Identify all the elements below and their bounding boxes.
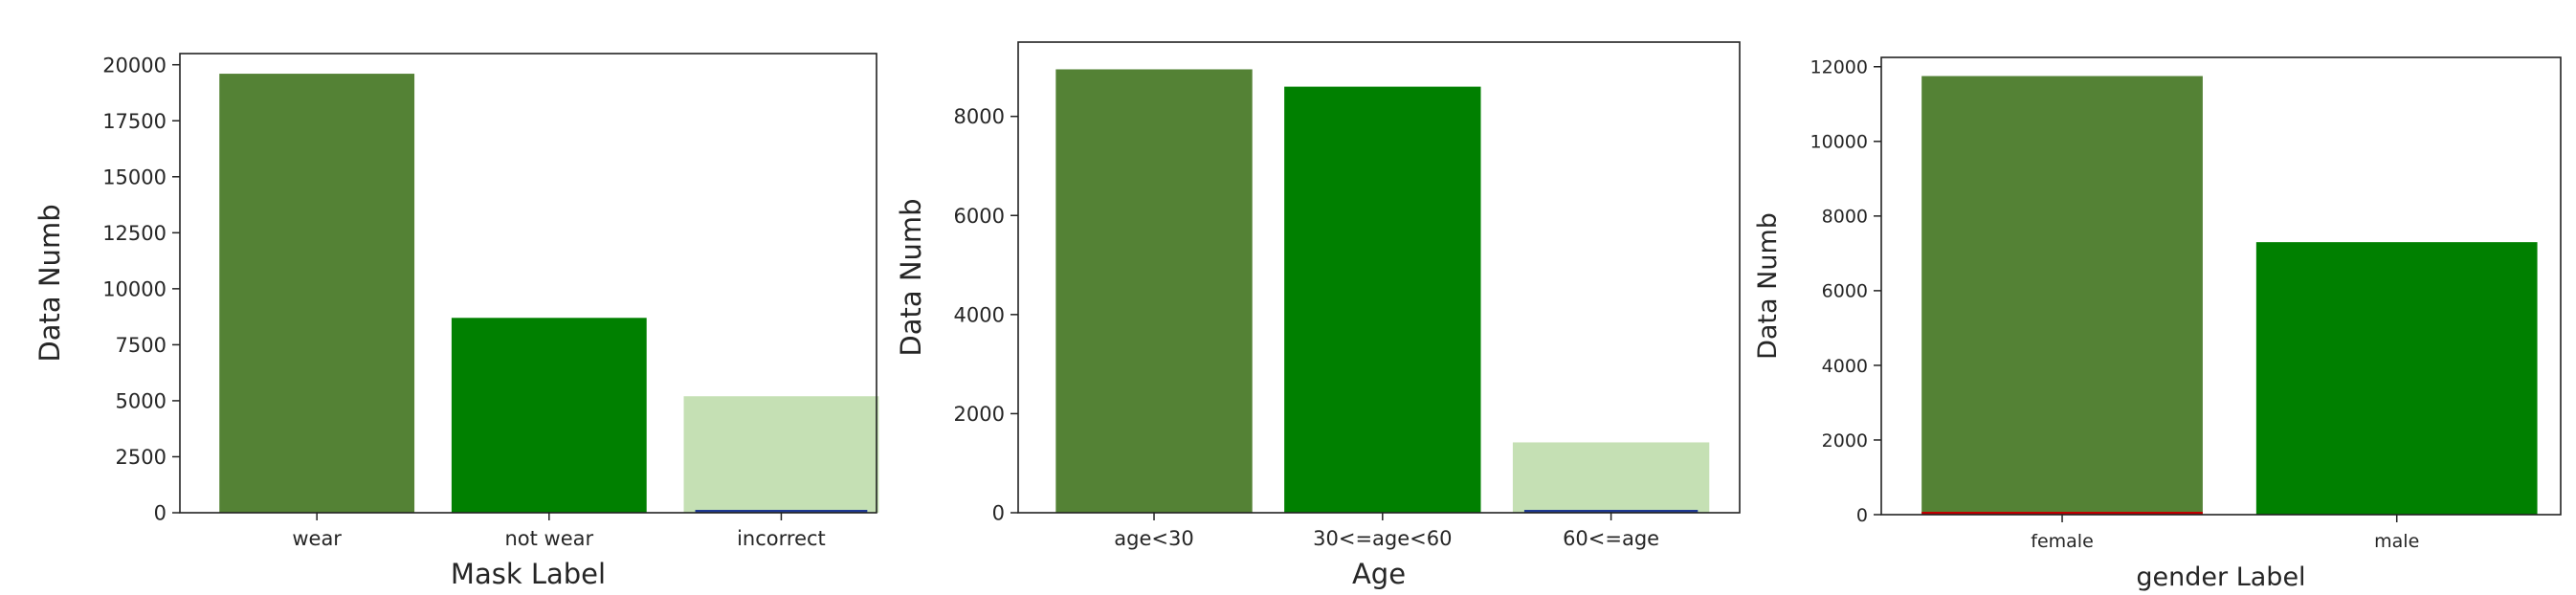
bar-female: [1921, 76, 2203, 516]
y-tick-label: 2000: [1822, 430, 1868, 452]
bar-age<30: [1055, 69, 1253, 514]
y-tick-label: 8000: [1822, 207, 1868, 228]
x-tick-label: age<30: [1114, 527, 1193, 550]
y-tick-label: 12000: [1810, 57, 1868, 78]
y-axis-label: Data Numb: [33, 204, 66, 362]
chart-2: 0 2000 4000 6000 8000 age<30 30<=age<60 60<=age…: [895, 41, 1741, 590]
y-tick-label: 15000: [102, 165, 167, 188]
y-tick-label: 0: [992, 502, 1005, 525]
chart-1: 0 2500 5000 7500 10000 12500 15000 17500 20000 we…: [33, 53, 879, 590]
bar-incorrect: [683, 396, 879, 513]
plot-frame: [1880, 56, 2562, 516]
y-tick-label: 2500: [116, 446, 167, 469]
x-tick-label: male: [2374, 531, 2419, 552]
x-axis-label: Age: [1352, 558, 1406, 590]
plot-frame: [179, 53, 877, 514]
y-tick-label: 6000: [954, 205, 1005, 228]
y-tick-label: 17500: [102, 110, 167, 133]
y-tick-label: 6000: [1822, 281, 1868, 302]
y-tick-label: 0: [1856, 505, 1868, 526]
chart-3: 0 2000 4000 6000 8000 10000 12000 female male gen…: [1753, 56, 2562, 592]
y-tick-label: 2000: [954, 403, 1005, 426]
x-tick-label: incorrect: [737, 527, 826, 550]
y-tick-label: 5000: [116, 389, 167, 412]
y-tick-label: 12500: [102, 222, 167, 245]
y-tick-label: 7500: [116, 334, 167, 357]
y-axis-label: Data Numb: [895, 198, 927, 356]
y-tick-label: 10000: [102, 277, 167, 300]
x-axis-label: gender Label: [2136, 562, 2305, 592]
y-tick-label: 4000: [954, 303, 1005, 326]
bar-30<=age<60: [1284, 86, 1481, 513]
bar-60<=age: [1512, 442, 1710, 513]
y-tick-label: 20000: [102, 54, 167, 77]
x-tick-label: not wear: [504, 527, 593, 550]
y-tick-label: 4000: [1822, 356, 1868, 377]
x-tick-label: 60<=age: [1563, 527, 1659, 550]
bar-not wear: [451, 318, 647, 513]
plot-frame: [1017, 41, 1741, 514]
x-tick-label: wear: [292, 527, 342, 550]
y-tick-label: 10000: [1810, 132, 1868, 153]
y-tick-label: 0: [154, 502, 167, 525]
y-tick-label: 8000: [954, 105, 1005, 128]
x-tick-label: 30<=age<60: [1313, 527, 1452, 550]
x-tick-label: female: [2031, 531, 2094, 552]
bar-wear: [219, 74, 415, 513]
y-axis-label: Data Numb: [1753, 212, 1783, 360]
x-axis-label: Mask Label: [451, 558, 606, 590]
bar-male: [2255, 242, 2538, 516]
